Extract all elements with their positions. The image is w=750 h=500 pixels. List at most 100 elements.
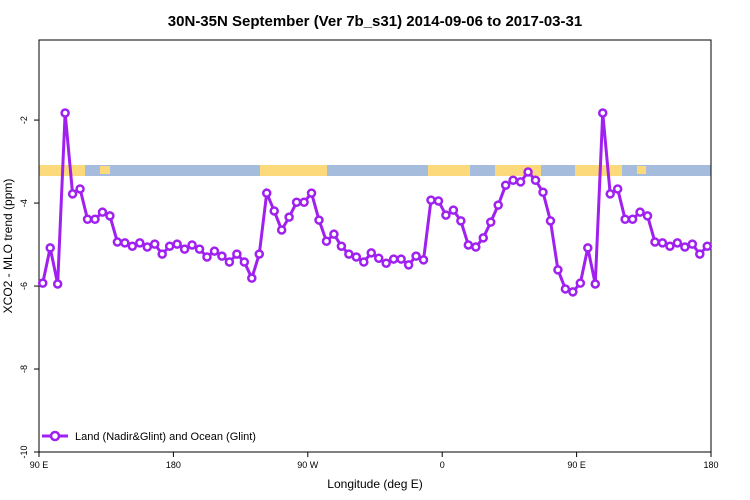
point: [456, 216, 466, 226]
point: [157, 249, 167, 259]
legend-label: Land (Nadir&Glint) and Ocean (Glint): [75, 431, 256, 443]
point: [224, 257, 235, 267]
point: [612, 184, 623, 194]
point: [351, 252, 362, 262]
land-ocean-strip: [39, 165, 711, 176]
y-tick-label: -6: [19, 282, 29, 290]
point: [336, 241, 347, 251]
point: [314, 215, 324, 225]
point: [172, 239, 182, 249]
point: [142, 242, 153, 252]
y-tick-label: -2: [19, 116, 29, 124]
point: [82, 214, 93, 224]
point: [545, 216, 556, 226]
point: [642, 211, 653, 221]
point: [37, 278, 48, 288]
x-tick-label: 90 E: [567, 460, 586, 470]
point: [329, 229, 339, 239]
chart-title: 30N-35N September (Ver 7b_s31) 2014-09-0…: [168, 13, 582, 30]
point: [493, 200, 503, 210]
point: [508, 175, 518, 185]
point: [232, 249, 242, 259]
point: [680, 242, 690, 252]
legend-marker: [49, 430, 61, 442]
point: [418, 255, 429, 265]
point: [568, 287, 578, 297]
point: [471, 242, 481, 252]
point: [209, 246, 220, 256]
point: [60, 108, 70, 118]
point: [239, 257, 250, 267]
point: [388, 254, 399, 264]
x-tick-label: 180: [166, 460, 181, 470]
point: [120, 238, 130, 248]
point: [269, 206, 279, 216]
point: [500, 180, 511, 190]
point: [672, 238, 683, 248]
point: [553, 265, 563, 275]
point: [284, 212, 294, 222]
x-tick-label: 90 W: [297, 460, 319, 470]
point: [359, 257, 369, 267]
point: [321, 236, 332, 246]
point: [254, 249, 265, 259]
point: [650, 237, 660, 247]
point: [217, 251, 227, 261]
point: [105, 211, 115, 221]
x-tick-label: 90 E: [30, 460, 49, 470]
point: [463, 240, 474, 250]
point: [187, 240, 197, 250]
point: [433, 196, 444, 206]
point: [75, 184, 85, 194]
point: [665, 241, 675, 251]
point: [403, 260, 414, 270]
point: [373, 253, 384, 263]
point: [127, 241, 138, 251]
point: [620, 214, 630, 224]
point: [45, 243, 55, 253]
point: [530, 175, 541, 185]
point: [344, 249, 354, 259]
point: [523, 167, 533, 177]
point: [381, 258, 391, 268]
point: [194, 244, 205, 254]
point: [90, 214, 100, 224]
point: [538, 187, 548, 198]
point: [396, 254, 406, 264]
point: [366, 248, 377, 258]
point: [515, 177, 526, 187]
point: [276, 225, 287, 235]
point: [97, 207, 108, 217]
point: [635, 207, 645, 217]
point: [627, 214, 638, 224]
y-tick-label: -8: [19, 365, 29, 373]
point: [575, 278, 586, 288]
point: [299, 197, 309, 207]
point: [657, 238, 668, 248]
series-line: [41, 112, 709, 294]
y-axis-label: XCO2 - MLO trend (ppm): [1, 179, 15, 314]
point: [261, 188, 272, 198]
point: [179, 244, 190, 254]
y-tick-label: -10: [19, 445, 29, 458]
point: [411, 251, 421, 261]
point: [687, 239, 698, 249]
point: [605, 189, 615, 199]
point: [112, 237, 123, 247]
x-tick-label: 180: [703, 460, 718, 470]
point: [560, 284, 571, 294]
point: [135, 238, 145, 248]
point: [441, 210, 451, 220]
point: [590, 279, 601, 289]
legend: Land (Nadir&Glint) and Ocean (Glint): [42, 430, 256, 443]
x-axis-label: Longitude (deg E): [327, 477, 422, 491]
point: [306, 188, 317, 198]
y-tick-label: -4: [19, 199, 29, 207]
point: [478, 233, 489, 243]
x-tick-label: 0: [440, 460, 445, 470]
point: [702, 241, 713, 251]
point: [426, 195, 436, 205]
point: [247, 273, 257, 283]
point: [583, 243, 593, 253]
